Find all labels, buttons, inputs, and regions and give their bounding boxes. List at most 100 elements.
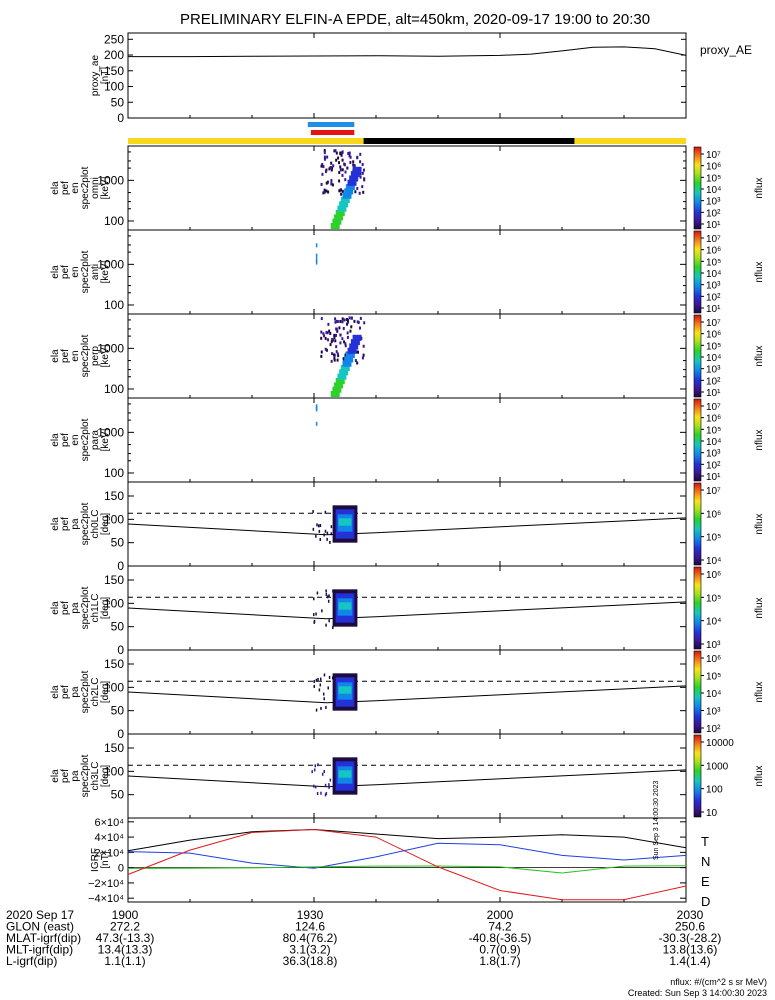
omni-ylabel-line: en <box>70 182 81 193</box>
perp-y-tick-label: 100 <box>104 382 124 396</box>
omni-cb-tick-label: 10⁶ <box>706 162 721 173</box>
ch1-pixel <box>328 594 330 598</box>
perp-pixel <box>333 358 336 362</box>
omni-pixel <box>341 168 344 172</box>
ae-y-tick-label: 100 <box>104 80 124 94</box>
para-spectrogram <box>315 404 318 426</box>
ch3-y-tick-label: 50 <box>111 788 125 802</box>
perp-pixel <box>336 329 339 333</box>
ch1-y-tick-label: 150 <box>104 573 124 587</box>
para-cb-label: nflux <box>754 429 765 450</box>
omni-pixel <box>348 151 351 155</box>
ch0-pixel <box>324 529 327 533</box>
orbit-row-value: 1900 <box>112 908 139 922</box>
ch3-cb-tick-label: 1000 <box>706 761 729 772</box>
perp-pixel <box>334 339 337 343</box>
para-cb-tick-label: 10⁶ <box>706 414 721 425</box>
ch1-pixel <box>313 619 316 623</box>
omni-band <box>337 205 347 212</box>
omni-pixel <box>337 156 340 160</box>
ch3-y-tick-label: 150 <box>104 741 124 755</box>
omni-pixel <box>362 190 365 194</box>
omni-pixel <box>359 175 362 179</box>
omni-pixel <box>349 155 352 159</box>
perp-pixel <box>335 327 338 331</box>
ch1-cb-label: nflux <box>754 597 765 618</box>
perp-pixel <box>343 340 346 344</box>
omni-ylabel-line: ela <box>50 181 61 195</box>
omni-pixel <box>326 180 329 184</box>
perp-pixel <box>358 326 361 330</box>
omni-pixel <box>362 168 365 172</box>
anti-ylabel-line: en <box>70 266 81 277</box>
ch0-cb-tick-label: 10⁵ <box>706 533 721 544</box>
ch0-pixel <box>329 540 331 544</box>
omni-pixel <box>359 152 362 156</box>
ch1-pixel <box>328 619 330 623</box>
perp-pixel <box>320 350 323 354</box>
omni-pixel <box>339 165 342 169</box>
ch2-loss-cone-solid <box>127 685 687 704</box>
ch1-ylabel-line: pef <box>60 601 71 615</box>
perp-ylabel-line: spec2plot <box>80 334 91 377</box>
para-ylabel-line: ela <box>50 433 61 447</box>
para-cb-tick-label: 10⁴ <box>706 437 721 448</box>
ch0-ylabel-line: spec2plot <box>80 502 91 545</box>
anti-colorbar <box>693 230 702 314</box>
ch0-cb-tick-label: 10⁶ <box>706 509 721 520</box>
perp-pixel <box>338 326 341 330</box>
orbit-row-value: 74.2 <box>488 920 512 934</box>
orbit-row-value: -30.3(-28.2) <box>659 931 722 945</box>
ch3-ylabel-line: ela <box>50 769 61 783</box>
ch0-pixel <box>318 524 320 528</box>
omni-pixel <box>344 178 347 182</box>
ae-y-tick-label: 250 <box>104 32 124 46</box>
omni-pixel <box>328 167 331 171</box>
para-y-tick-label: 100 <box>104 466 124 480</box>
orbit-row-value: 1.1(1.1) <box>104 954 145 968</box>
omni-ylabel-line: omni <box>90 177 101 199</box>
omni-pixel <box>330 168 333 172</box>
perp-cb-tick-label: 10³ <box>706 365 721 376</box>
perp-band <box>332 386 342 393</box>
orbit-row-value: 2030 <box>677 908 704 922</box>
ch3-pixel <box>317 763 319 767</box>
ch0-colorbar <box>693 482 702 566</box>
ch0-pixel <box>326 537 328 541</box>
perp-band <box>352 334 362 341</box>
ch3-ylabel-line: pa <box>70 770 81 782</box>
ch0-ylabel-line: pa <box>70 518 81 530</box>
igrf-legend-e: E <box>701 874 710 889</box>
ch2-pixel <box>318 688 321 692</box>
perp-pixel <box>344 342 347 346</box>
perp-band <box>334 382 344 389</box>
omni-pixel <box>322 191 325 195</box>
omni-pixel <box>320 164 323 168</box>
ch1-ylabel-line: [deg] <box>100 597 111 619</box>
orbit-row-label: MLAT-igrf(dip) <box>6 931 81 945</box>
orbit-row-label: MLT-igrf(dip) <box>6 943 73 957</box>
perp-ylabel-line: perp <box>90 346 101 366</box>
perp-pixel <box>361 356 364 360</box>
perp-band <box>340 365 350 372</box>
ch2-ylabel-line: [deg] <box>100 681 111 703</box>
ch1-y-tick-label: 100 <box>104 596 124 610</box>
ch2-pixel <box>315 708 318 712</box>
perp-band <box>342 360 352 367</box>
perp-pixel <box>342 357 345 361</box>
ch2-ylabel-line: ela <box>50 685 61 699</box>
perp-cb-label: nflux <box>754 345 765 366</box>
omni-pixel <box>331 166 334 170</box>
ch2-cb-tick-label: 10⁶ <box>706 654 721 665</box>
omni-pixel <box>346 166 349 170</box>
perp-colorbar <box>693 314 702 398</box>
perp-pixel <box>327 322 330 326</box>
igrf-ylabel-line: [nT] <box>100 851 111 868</box>
igrf-side-stamp: Sun Sep 3 14:00:30 2023 <box>653 780 660 860</box>
omni-pixel <box>325 168 328 172</box>
ch2-ylabel-line: ch2LC <box>90 678 101 707</box>
ch2-pixel <box>313 684 316 688</box>
perp-band <box>349 343 359 350</box>
perp-pixel <box>347 320 350 324</box>
